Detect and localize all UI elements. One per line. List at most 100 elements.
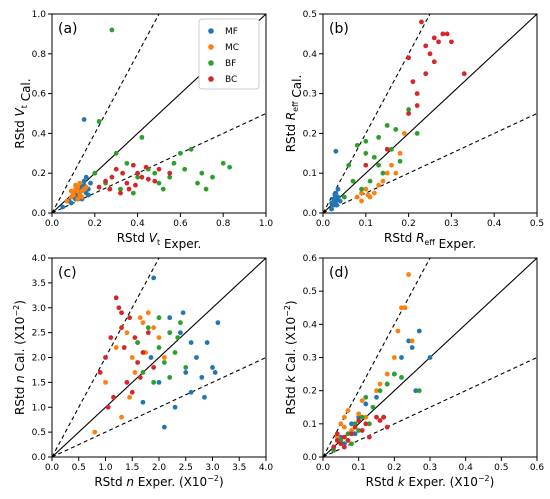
point xyxy=(406,55,411,61)
point xyxy=(334,438,340,443)
legend-label-MC: MC xyxy=(225,43,239,53)
point xyxy=(409,338,415,344)
point xyxy=(119,414,124,420)
point xyxy=(178,150,183,156)
point xyxy=(81,117,87,122)
point xyxy=(393,170,399,176)
point xyxy=(75,196,81,202)
point xyxy=(427,51,433,57)
point xyxy=(363,138,369,144)
point xyxy=(380,170,386,176)
series-BC xyxy=(331,414,390,450)
point xyxy=(92,429,98,435)
legend-marker-BC xyxy=(208,76,214,82)
point xyxy=(352,421,358,427)
point xyxy=(199,170,205,176)
point xyxy=(354,194,360,200)
point xyxy=(156,379,162,385)
point xyxy=(148,355,154,360)
point xyxy=(73,182,78,188)
point xyxy=(140,370,146,375)
series-BC xyxy=(363,19,467,168)
point xyxy=(135,170,141,176)
point xyxy=(359,414,365,420)
point xyxy=(331,196,337,202)
reference-lines xyxy=(323,258,537,457)
point xyxy=(194,355,199,360)
point xyxy=(172,350,178,355)
point xyxy=(145,176,151,182)
point xyxy=(140,350,146,355)
point xyxy=(338,421,344,427)
legend-label-MF: MF xyxy=(225,27,238,37)
point xyxy=(167,170,173,176)
point xyxy=(139,134,145,140)
point xyxy=(96,119,102,124)
point xyxy=(152,178,158,184)
point xyxy=(423,71,429,77)
y-axis-label: RStd Reff Cal. xyxy=(284,75,304,153)
point xyxy=(160,186,166,192)
point xyxy=(113,295,119,301)
point xyxy=(126,186,132,192)
point xyxy=(167,315,173,321)
point xyxy=(356,411,362,417)
point xyxy=(152,170,158,176)
series-MC xyxy=(354,131,407,204)
series-BF xyxy=(135,315,189,385)
point xyxy=(130,162,136,168)
x-tick-label: 1.0 xyxy=(259,219,274,229)
point xyxy=(414,91,420,96)
point xyxy=(334,202,340,208)
point xyxy=(113,166,119,172)
y-axis-label: RStd k Cal. (X10−2) xyxy=(283,300,298,414)
point xyxy=(64,198,70,204)
point xyxy=(406,111,411,116)
y-tick-label: 0.1 xyxy=(303,420,317,430)
point xyxy=(81,178,87,184)
point xyxy=(79,194,85,200)
point xyxy=(359,190,364,196)
point xyxy=(346,162,352,168)
point xyxy=(83,184,89,190)
series-BF xyxy=(342,107,420,200)
identity-line xyxy=(323,14,537,213)
point xyxy=(409,345,415,350)
point xyxy=(212,370,218,375)
point xyxy=(83,174,89,180)
point xyxy=(145,325,151,331)
point xyxy=(151,275,157,281)
y-tick-label: 0.3 xyxy=(303,90,317,100)
point xyxy=(363,401,369,407)
point xyxy=(342,434,347,440)
point xyxy=(121,345,127,350)
x-tick-label: 0.5 xyxy=(494,463,508,473)
y-tick-label: 0.0 xyxy=(32,209,47,219)
point xyxy=(363,414,369,420)
point xyxy=(419,19,424,25)
x-tick-label: 2.5 xyxy=(179,463,193,473)
x-tick-label: 0.1 xyxy=(359,219,373,229)
x-tick-label: 0.8 xyxy=(216,219,231,229)
point xyxy=(85,192,91,198)
x-tick-label: 0.1 xyxy=(352,463,366,473)
y-tick-label: 0.4 xyxy=(303,50,318,60)
point xyxy=(342,444,347,450)
point xyxy=(337,198,343,204)
point xyxy=(103,178,108,184)
y-tick-label: 1.0 xyxy=(32,403,47,413)
point xyxy=(156,180,162,186)
point xyxy=(416,328,422,334)
series-MC xyxy=(334,272,415,440)
point xyxy=(414,103,420,108)
y-tick-label: 2.0 xyxy=(32,354,47,364)
point xyxy=(345,431,351,437)
y-axis-label: RStd n Cal. (X10−2) xyxy=(12,300,27,415)
x-tick-label: 0.0 xyxy=(45,463,60,473)
point xyxy=(342,424,347,430)
point xyxy=(77,180,83,186)
point xyxy=(129,389,135,395)
point xyxy=(354,142,360,148)
series-BC xyxy=(97,295,157,410)
point xyxy=(132,370,138,375)
